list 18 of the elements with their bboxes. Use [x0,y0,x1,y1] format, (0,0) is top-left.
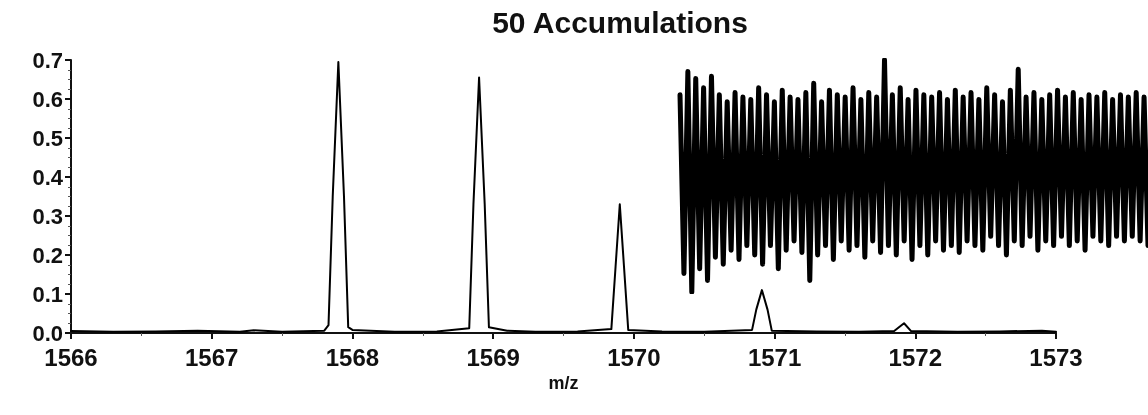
x-tick-label: 1573 [1029,343,1083,371]
x-tick-label: 1567 [185,343,239,371]
y-tick-label: 0.2 [32,242,63,268]
chart-title: 50 Accumulations [492,5,748,39]
y-tick-label: 0.1 [32,281,63,307]
x-tick-label: 1569 [466,343,520,371]
x-tick-label: 1566 [44,343,98,371]
x-axis-title: m/z [548,372,579,393]
x-tick-label: 1568 [325,343,380,371]
x-tick-label: 1572 [888,343,942,371]
x-tick-label: 1570 [607,343,661,371]
y-tick-label: 0.6 [32,86,63,112]
x-tick-label: 1571 [747,343,802,371]
y-tick-label: 0.0 [32,320,63,346]
y-tick-label: 0.4 [32,164,64,190]
y-tick-label: 0.5 [32,125,63,151]
y-tick-label: 0.3 [32,203,63,229]
y-tick-label: 0.7 [32,47,63,73]
